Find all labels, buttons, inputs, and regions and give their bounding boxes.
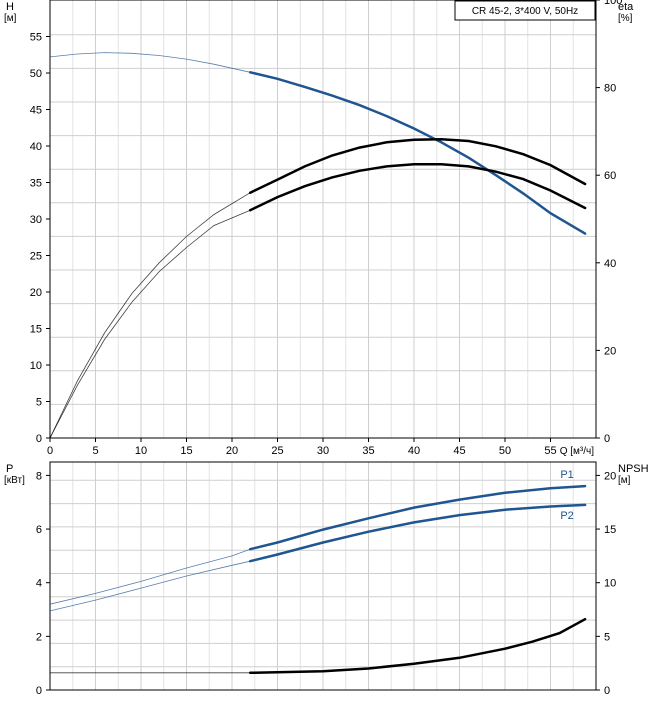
y-left-tick-label: 35 [30, 178, 42, 190]
series-label-p2: P2 [560, 510, 573, 522]
y-left-tick-label: 20 [30, 287, 42, 299]
y-left-axis-title: P [6, 463, 13, 475]
curve-eta-lower-thick [248, 163, 587, 212]
y-left-tick-label: 55 [30, 32, 42, 44]
y-left-tick-label: 0 [36, 685, 42, 697]
y-left-axis-title: H [6, 1, 14, 13]
y-right-axis-title: eta [618, 1, 634, 13]
curve-p2-thick [248, 503, 587, 563]
curve-h-thick [248, 71, 587, 235]
x-tick-label: 5 [92, 445, 98, 457]
y-left-tick-label: 2 [36, 631, 42, 643]
x-tick-label: 45 [453, 445, 465, 457]
y-right-tick-label: 20 [604, 470, 616, 482]
x-tick-label: 0 [47, 445, 53, 457]
y-left-axis-unit: [м] [4, 13, 17, 24]
y-left-tick-label: 0 [36, 433, 42, 445]
curve-eta-upper-thin [49, 192, 251, 439]
y-left-tick-label: 5 [36, 397, 42, 409]
curve-eta-lower-thin [49, 209, 251, 439]
y-right-tick-label: 100 [604, 0, 622, 7]
y-left-tick-label: 30 [30, 214, 42, 226]
chart-title: CR 45-2, 3*400 V, 50Hz [472, 6, 578, 17]
panel2-frame [49, 461, 597, 691]
y-right-tick-label: 0 [604, 685, 610, 697]
y-right-tick-label: 80 [604, 83, 616, 95]
x-axis-title: Q [м³/ч] [560, 446, 595, 457]
y-right-tick-label: 60 [604, 170, 616, 182]
x-tick-label: 25 [271, 445, 283, 457]
curve-h-thin [49, 52, 251, 73]
y-right-axis-unit: [м] [618, 475, 631, 486]
curve-p1-thin [49, 548, 251, 605]
curve-eta-upper-thick [248, 138, 587, 194]
y-right-tick-label: 5 [604, 631, 610, 643]
x-tick-label: 40 [408, 445, 420, 457]
curve-layer [49, 52, 587, 675]
y-right-axis-title: NPSH [618, 463, 649, 475]
x-tick-label: 20 [226, 445, 238, 457]
y-left-tick-label: 4 [36, 578, 42, 590]
y-right-tick-label: 20 [604, 345, 616, 357]
label-layer: 0510152025303540455055020406080100H[м]et… [4, 0, 649, 697]
x-tick-label: 15 [180, 445, 192, 457]
curve-p1-thick [248, 484, 587, 551]
y-left-tick-label: 25 [30, 251, 42, 263]
y-left-tick-label: 8 [36, 470, 42, 482]
y-left-axis-unit: [кВт] [4, 475, 25, 486]
y-left-tick-label: 50 [30, 68, 42, 80]
x-tick-label: 55 [544, 445, 556, 457]
y-left-tick-label: 45 [30, 105, 42, 117]
y-right-tick-label: 10 [604, 578, 616, 590]
y-right-axis-unit: [%] [618, 13, 633, 24]
curve-npsh-thick [248, 617, 587, 675]
y-left-tick-label: 15 [30, 324, 42, 336]
series-label-p1: P1 [560, 469, 573, 481]
y-right-tick-label: 40 [604, 258, 616, 270]
y-right-tick-label: 0 [604, 433, 610, 445]
x-tick-label: 50 [499, 445, 511, 457]
y-left-tick-label: 10 [30, 360, 42, 372]
x-tick-label: 10 [135, 445, 147, 457]
y-left-tick-label: 40 [30, 141, 42, 153]
y-left-tick-label: 6 [36, 524, 42, 536]
x-tick-label: 35 [362, 445, 374, 457]
grid-layer [46, 0, 600, 691]
curve-p2-thin [49, 560, 251, 612]
y-right-tick-label: 15 [604, 524, 616, 536]
x-tick-label: 30 [317, 445, 329, 457]
title-box [454, 0, 596, 21]
